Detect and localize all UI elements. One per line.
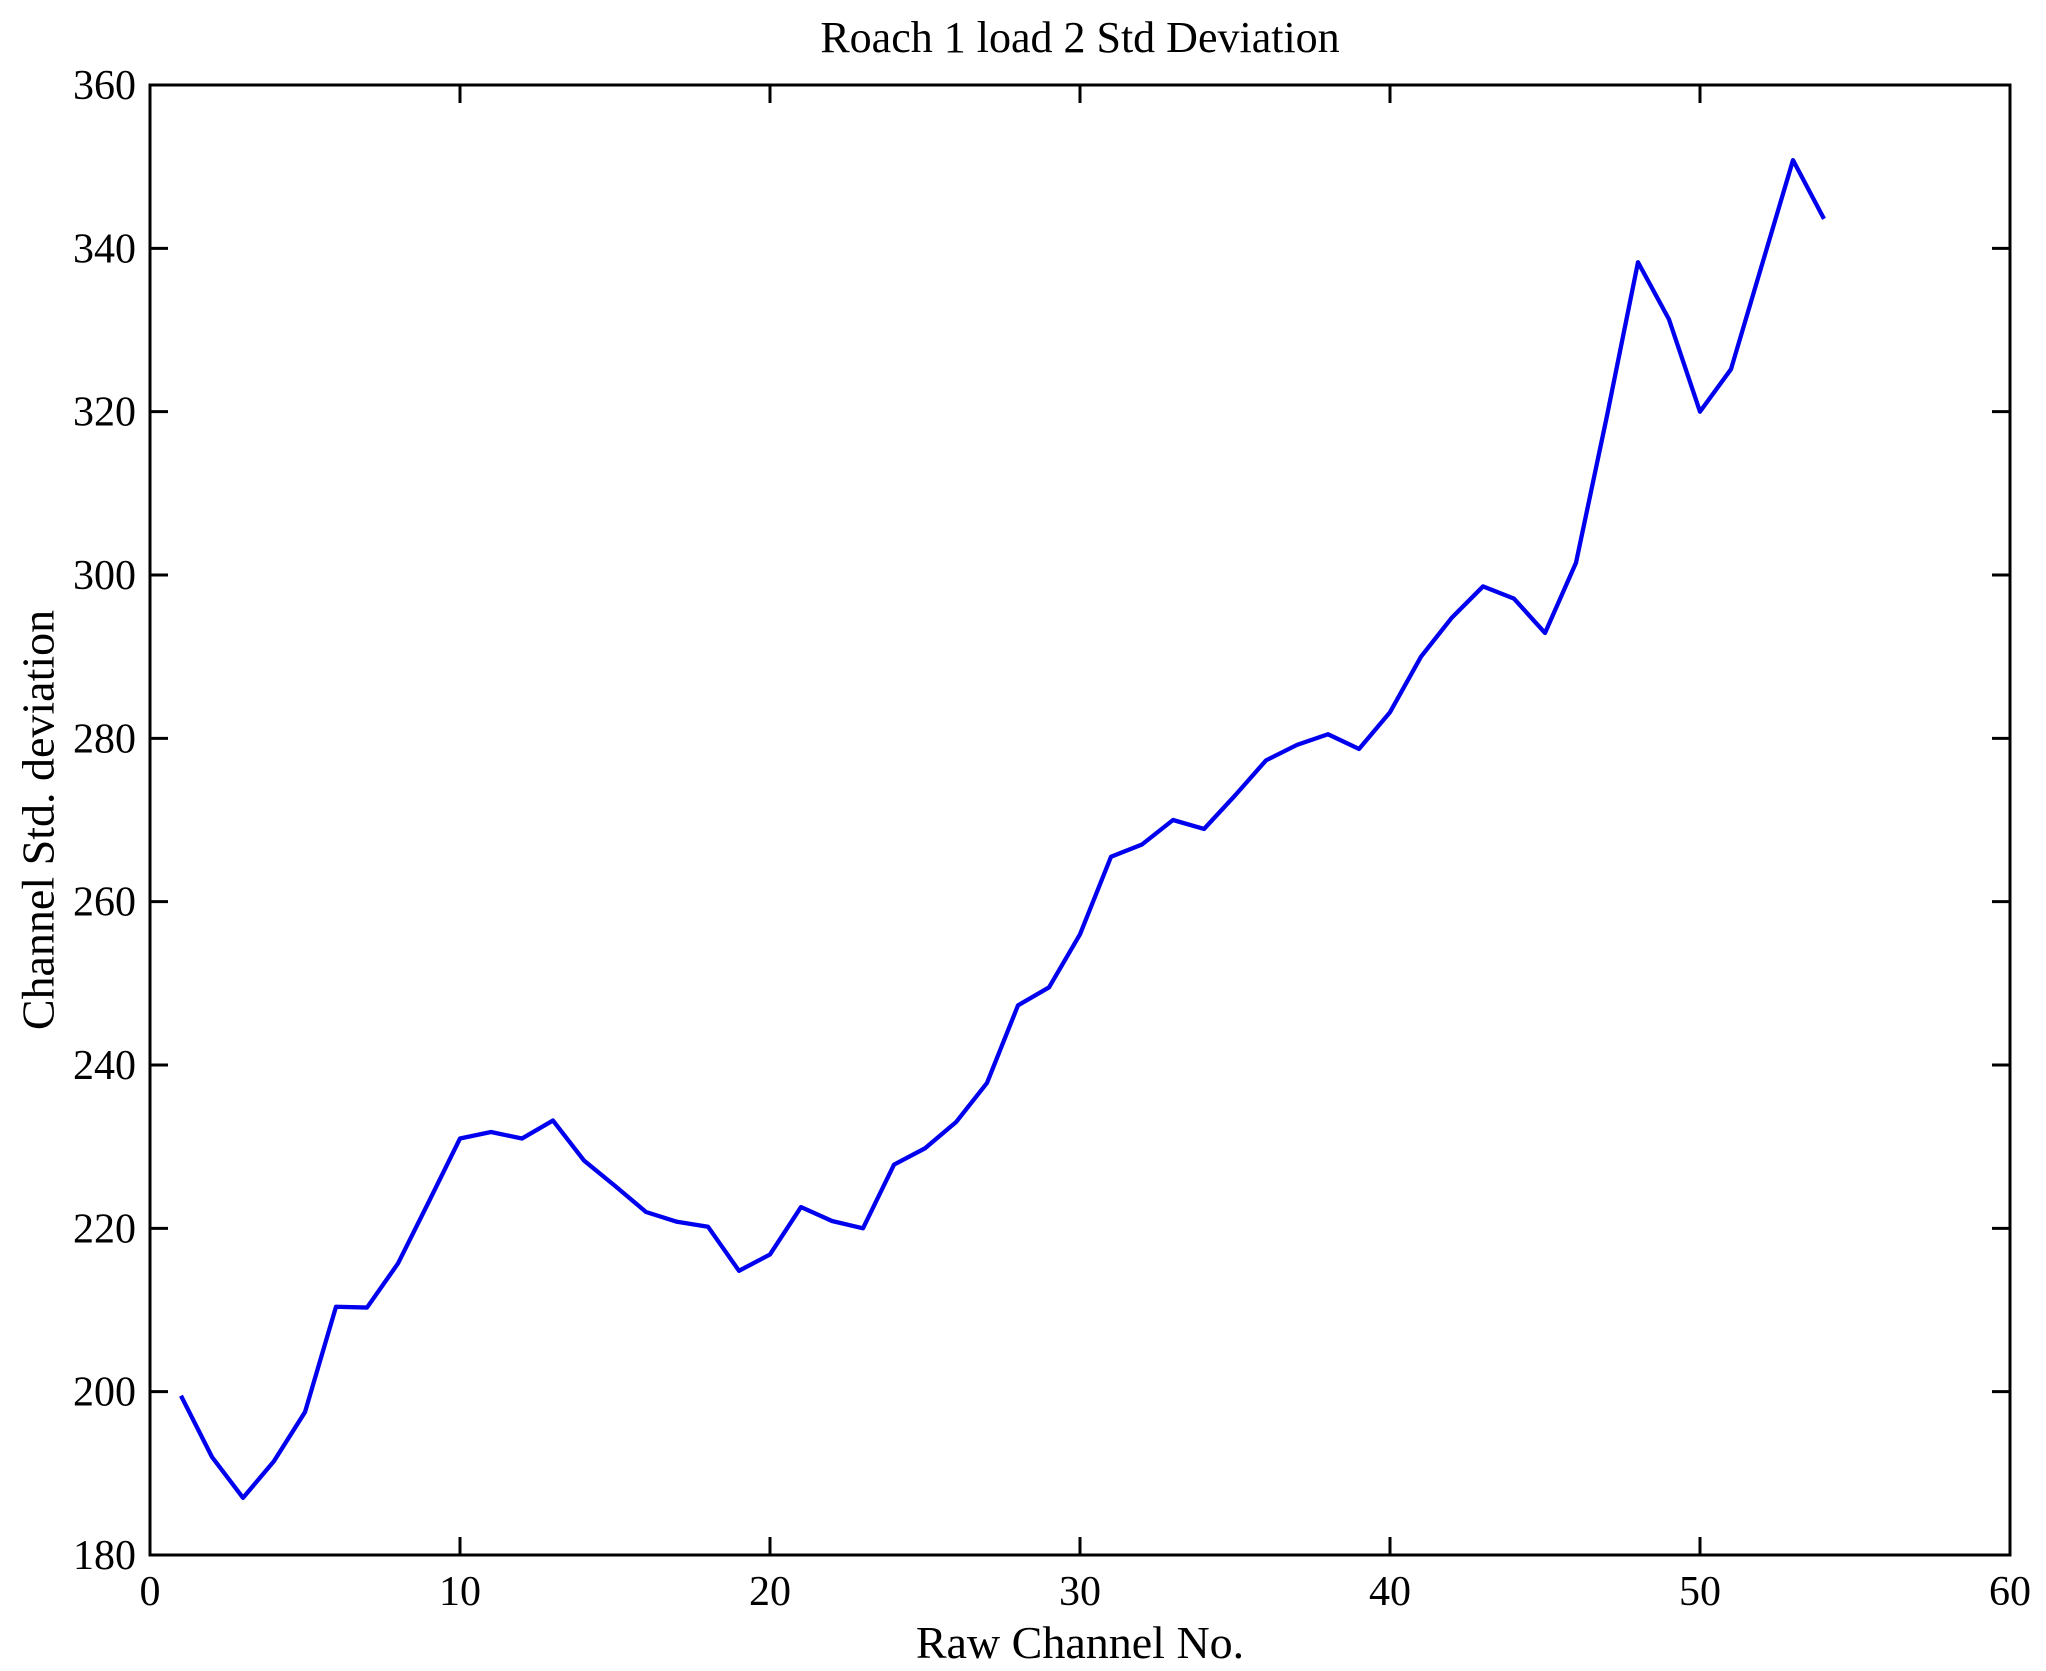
x-axis-label: Raw Channel No. <box>915 1617 1245 1668</box>
y-tick-label: 320 <box>73 390 136 436</box>
y-tick-label: 240 <box>73 1043 136 1089</box>
x-tick-label: 50 <box>1679 1569 1721 1615</box>
x-tick-label: 30 <box>1059 1569 1101 1615</box>
x-tick-label: 0 <box>140 1569 161 1615</box>
y-tick-label: 300 <box>73 553 136 599</box>
y-tick-label: 200 <box>73 1370 136 1416</box>
y-tick-label: 220 <box>73 1206 136 1252</box>
y-tick-label: 360 <box>73 63 136 109</box>
x-tick-label: 20 <box>749 1569 791 1615</box>
x-tick-label: 10 <box>439 1569 481 1615</box>
y-tick-label: 280 <box>73 716 136 762</box>
axis-box <box>148 83 2012 1557</box>
x-tick-label: 60 <box>1989 1569 2031 1615</box>
y-tick-label: 260 <box>73 880 136 926</box>
y-tick-label: 180 <box>73 1533 136 1579</box>
chart-title: Roach 1 load 2 Std Deviation <box>820 13 1340 62</box>
x-tick-label: 40 <box>1369 1569 1411 1615</box>
y-tick-label: 340 <box>73 226 136 272</box>
data-line <box>179 157 1826 1500</box>
